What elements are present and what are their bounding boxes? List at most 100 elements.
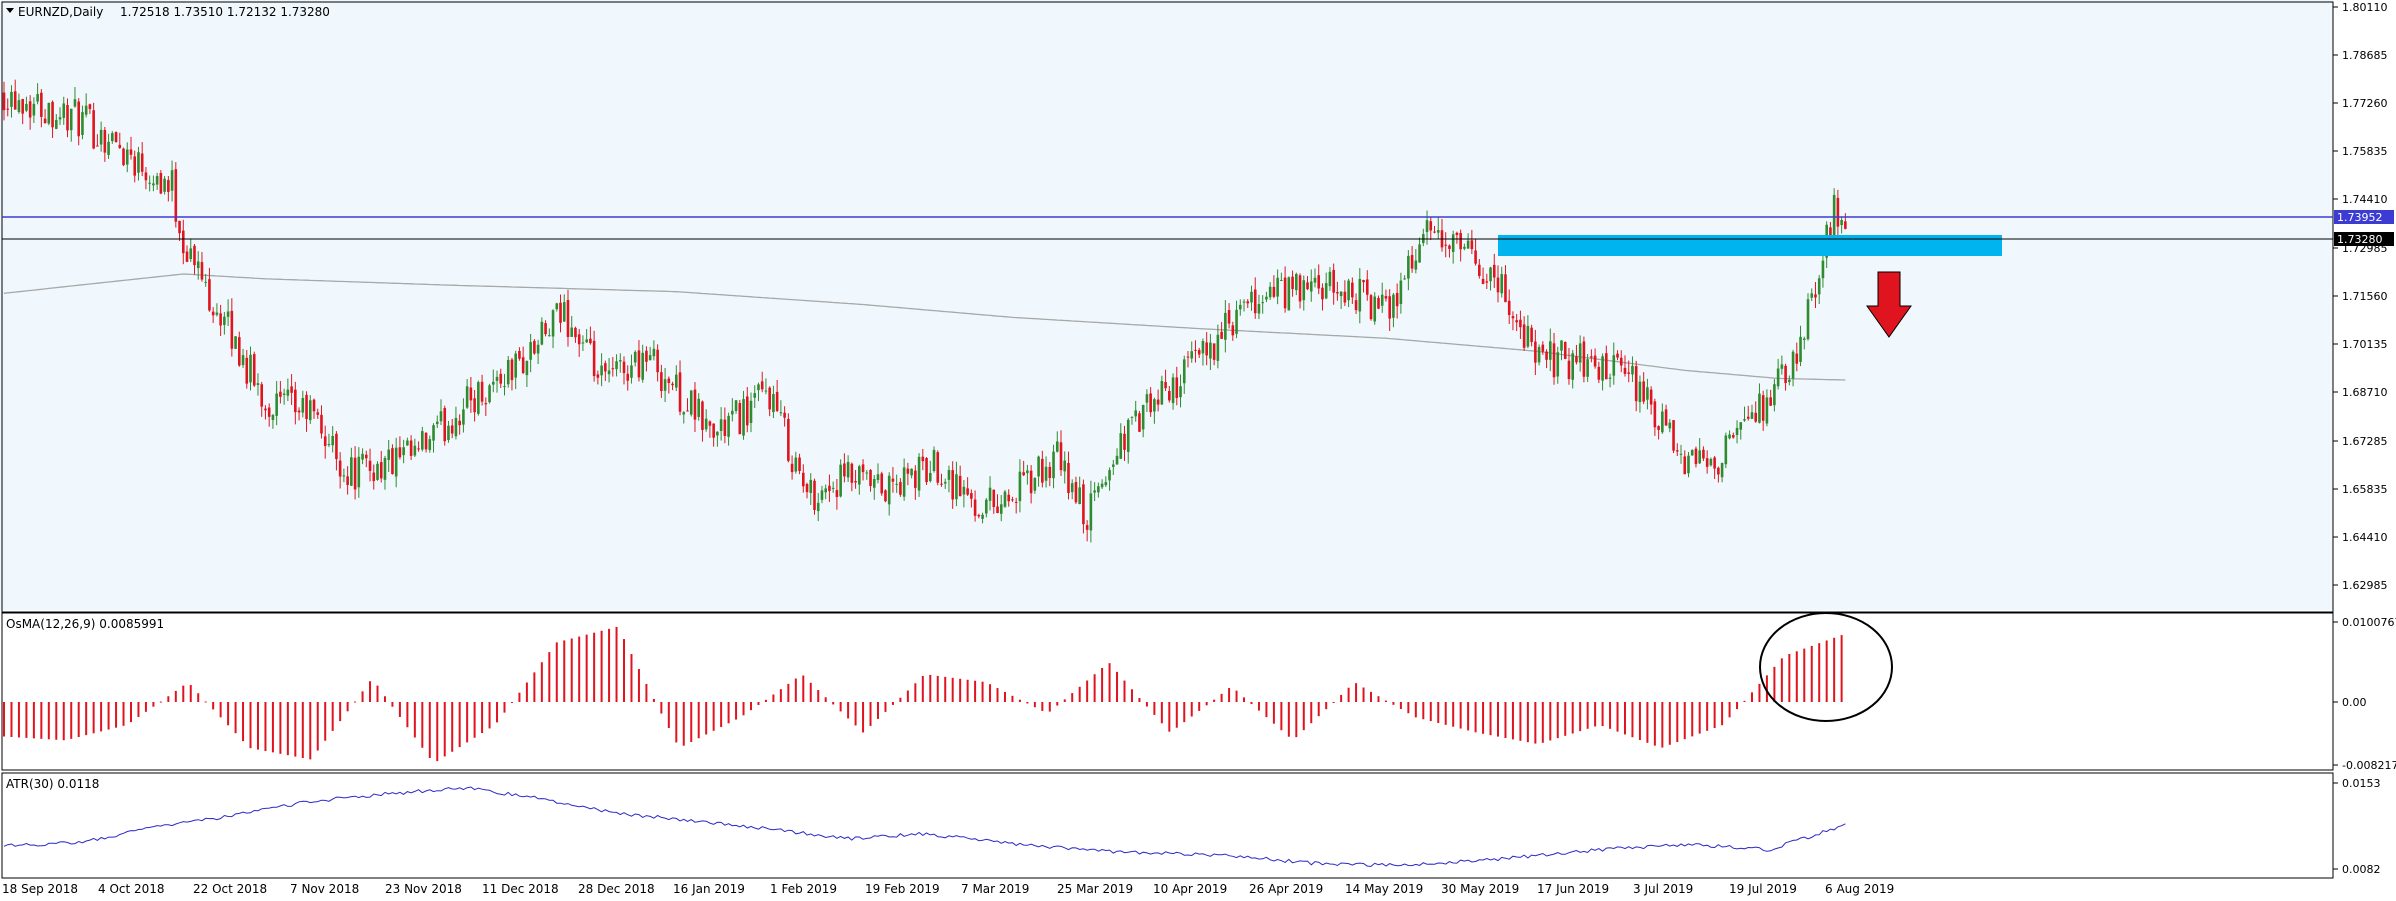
osma-bar: [750, 702, 752, 711]
candle: [443, 405, 447, 446]
candle: [1724, 432, 1728, 469]
candle: [529, 333, 532, 373]
candle: [723, 407, 727, 444]
candle: [1186, 350, 1190, 368]
osma-bar: [1721, 702, 1724, 726]
candle: [1519, 310, 1522, 339]
osma-bar: [1160, 702, 1163, 724]
candle: [1582, 336, 1586, 383]
osma-bar: [899, 697, 902, 702]
candle: [36, 83, 39, 105]
candle: [652, 340, 656, 361]
osma-panel-frame: [1, 612, 2334, 771]
candle: [1280, 272, 1283, 282]
candle: [103, 126, 107, 162]
candle: [1395, 283, 1399, 319]
osma-bar: [757, 702, 760, 706]
osma-bar: [17, 702, 20, 738]
candle: [1478, 259, 1481, 279]
candle: [727, 412, 730, 446]
candle: [1492, 253, 1496, 288]
candle: [1507, 289, 1511, 325]
candle: [406, 437, 409, 446]
osma-bar: [1818, 643, 1821, 702]
candle: [1799, 325, 1802, 367]
candle: [1683, 450, 1687, 475]
candle: [1548, 328, 1552, 372]
time-label: 19 Jul 2019: [1729, 882, 1797, 896]
candle: [480, 374, 484, 406]
bearish-arrow[interactable]: [1866, 271, 1912, 338]
candle: [861, 459, 865, 481]
time-label: 30 May 2019: [1441, 882, 1519, 896]
candle: [1295, 272, 1298, 296]
osma-bar: [1541, 702, 1544, 743]
candle: [1407, 250, 1410, 291]
time-label: 11 Dec 2018: [482, 882, 559, 896]
candle: [301, 390, 305, 418]
osma-bar: [876, 702, 879, 719]
candle: [1429, 216, 1433, 241]
candle: [1802, 336, 1806, 350]
candle: [491, 369, 495, 393]
candle: [458, 414, 461, 435]
candle: [1052, 444, 1055, 489]
osma-bar: [32, 702, 35, 739]
candle: [1418, 237, 1421, 263]
candle: [1268, 282, 1272, 301]
osma-bar: [533, 672, 536, 702]
osma-bar: [1250, 702, 1253, 705]
osma-bar: [1407, 702, 1410, 714]
osma-bar: [891, 702, 894, 705]
candle: [921, 448, 925, 471]
atr-panel-frame: [1, 772, 2334, 879]
candle: [869, 469, 872, 492]
osma-bar: [1638, 702, 1641, 741]
candle: [1168, 385, 1171, 403]
price-tick: 1.71560: [2342, 290, 2388, 303]
candle: [1690, 449, 1694, 456]
osma-bar: [1564, 702, 1567, 736]
time-label: 19 Feb 2019: [865, 882, 940, 896]
candle: [290, 374, 293, 405]
candle: [1365, 270, 1369, 301]
candle: [1631, 356, 1634, 382]
candle: [1601, 353, 1604, 391]
candle: [234, 336, 237, 350]
osma-peak-circle[interactable]: [1759, 612, 1893, 722]
osma-bar: [1728, 702, 1731, 718]
candle: [1593, 348, 1597, 369]
candle: [1291, 270, 1294, 297]
osma-bar: [1549, 702, 1552, 741]
candle: [1011, 496, 1014, 502]
osma-bar: [921, 676, 924, 702]
dropdown-triangle-icon[interactable]: [6, 8, 14, 13]
candle: [645, 346, 648, 372]
resistance-zone[interactable]: [1498, 235, 2002, 256]
candle: [1369, 294, 1373, 321]
candle: [1033, 477, 1037, 494]
candle: [850, 462, 854, 492]
candle: [2, 81, 6, 121]
candle: [1018, 459, 1022, 513]
osma-bar: [391, 702, 394, 707]
candle: [477, 380, 480, 416]
candle: [1055, 431, 1059, 453]
candle: [1560, 340, 1563, 361]
candle: [734, 399, 738, 414]
main-panel-bg[interactable]: [0, 0, 2333, 610]
osma-bar: [772, 694, 775, 702]
candle: [488, 383, 491, 404]
candle: [1433, 225, 1436, 234]
candle: [28, 95, 32, 130]
atr-path: [3, 786, 1846, 867]
osma-bar: [1280, 702, 1283, 731]
candle: [1347, 278, 1350, 308]
candle: [1123, 425, 1126, 462]
candle: [858, 464, 861, 495]
candle: [1844, 213, 1847, 230]
osma-bar: [174, 690, 177, 702]
osma-bar: [1579, 702, 1582, 732]
candle: [1197, 347, 1201, 359]
